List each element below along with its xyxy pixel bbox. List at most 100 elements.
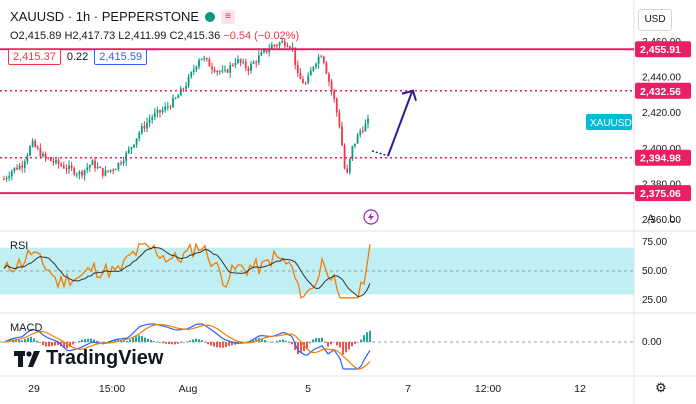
macd-histogram-bar <box>186 341 188 343</box>
macd-histogram-bar <box>300 342 302 353</box>
macd-histogram-bar <box>87 338 89 342</box>
candle-body <box>234 62 237 66</box>
candle-body <box>78 171 81 175</box>
macd-histogram-bar <box>222 342 224 348</box>
candle-body <box>18 165 21 170</box>
candle-body <box>161 110 164 113</box>
candle-body <box>39 148 42 157</box>
macd-histogram-bar <box>123 340 125 342</box>
candle-body <box>208 59 211 67</box>
candle-body <box>68 165 70 170</box>
candle-body <box>81 171 83 176</box>
macd-histogram-bar <box>168 342 170 345</box>
candle-body <box>70 165 73 169</box>
currency-selector[interactable]: USD <box>638 9 672 31</box>
macd-histogram-bar <box>138 335 140 342</box>
log-scale-button[interactable]: L <box>669 213 676 225</box>
time-tick-label: 15:00 <box>99 383 125 395</box>
macd-histogram-bar <box>297 342 299 355</box>
alert-badge-icon[interactable]: ≡ <box>221 9 235 24</box>
candle-body <box>341 126 343 146</box>
candle-body <box>75 174 78 176</box>
candle-body <box>125 152 128 162</box>
candle-body <box>112 169 115 171</box>
candle-body <box>117 162 120 170</box>
price-tick-label: 2,360.00 <box>642 215 681 226</box>
candle-body <box>166 106 169 108</box>
candle-body <box>13 167 16 171</box>
time-tick-label: 29 <box>28 383 40 395</box>
symbol-title[interactable]: XAUUSD · 1h · PEPPERSTONE <box>10 9 200 24</box>
buy-price-button[interactable]: 2,415.59 <box>94 49 148 65</box>
macd-histogram-bar <box>33 338 35 342</box>
price-level-tag <box>635 41 691 58</box>
candle-body <box>44 153 47 158</box>
candle-body <box>250 63 252 71</box>
macd-histogram-bar <box>48 342 50 347</box>
macd-histogram-bar <box>18 339 20 342</box>
price-tick-label: 2,420.00 <box>642 108 681 119</box>
sell-price-button[interactable]: 2,415.37 <box>8 49 61 65</box>
macd-histogram-bar <box>210 342 212 346</box>
rsi-ma-line <box>3 246 371 298</box>
macd-histogram-bar <box>165 342 167 344</box>
gear-icon[interactable]: ⚙ <box>655 380 667 395</box>
auto-scale-button[interactable]: A <box>647 213 655 225</box>
time-tick-label: 12 <box>574 383 586 395</box>
macd-histogram-bar <box>21 340 23 342</box>
macd-histogram-bar <box>306 342 308 349</box>
macd-histogram-bar <box>264 340 266 342</box>
candle-body <box>200 58 203 61</box>
macd-histogram-bar <box>30 336 32 342</box>
time-tick-label: 12:00 <box>475 383 501 395</box>
macd-histogram-bar <box>360 339 362 342</box>
macd-histogram-bar <box>327 342 329 347</box>
candle-body <box>315 63 317 67</box>
macd-histogram-bar <box>93 339 95 342</box>
macd-histogram-bar <box>114 339 116 342</box>
candle-body <box>133 144 135 148</box>
rsi-label[interactable]: RSI <box>10 240 29 252</box>
macd-histogram-bar <box>36 340 38 342</box>
macd-label[interactable]: MACD <box>10 322 43 334</box>
candle-body <box>307 75 310 84</box>
macd-histogram-bar <box>54 342 56 346</box>
candle-body <box>143 125 146 129</box>
candle-body <box>21 165 24 168</box>
macd-histogram-bar <box>45 342 47 347</box>
candle-body <box>252 62 255 64</box>
macd-histogram-bar <box>216 342 218 348</box>
macd-histogram-bar <box>282 339 284 342</box>
macd-histogram-bar <box>252 339 254 342</box>
candle-body <box>146 122 148 129</box>
candle-body <box>29 146 31 156</box>
signal-line <box>3 323 371 370</box>
macd-histogram-bar <box>3 342 5 343</box>
logo-text: TradingView <box>46 347 164 369</box>
macd-histogram-bar <box>288 342 290 343</box>
macd-histogram-bar <box>198 339 200 342</box>
macd-histogram-bar <box>117 339 119 342</box>
macd-histogram-bar <box>174 342 176 345</box>
price-level-label: 2,394.98 <box>640 153 681 165</box>
candle-body <box>156 110 159 113</box>
candle-body <box>91 160 94 166</box>
candle-body <box>270 44 273 50</box>
candle-body <box>263 49 265 53</box>
macd-histogram-bar <box>330 342 332 345</box>
candle-body <box>104 170 107 176</box>
candle-body <box>356 134 359 144</box>
candle-body <box>114 169 117 171</box>
lightning-icon <box>368 212 374 222</box>
event-marker-icon <box>363 209 379 225</box>
macd-histogram-bar <box>132 337 134 342</box>
candle-body <box>177 95 180 98</box>
candle-body <box>182 88 185 90</box>
price-tick-label: 2,400.00 <box>642 144 681 155</box>
candle-body <box>242 61 245 63</box>
candle-body <box>8 176 11 178</box>
macd-histogram-bar <box>15 340 17 342</box>
candle-body <box>172 98 174 108</box>
candle-body <box>296 64 299 73</box>
